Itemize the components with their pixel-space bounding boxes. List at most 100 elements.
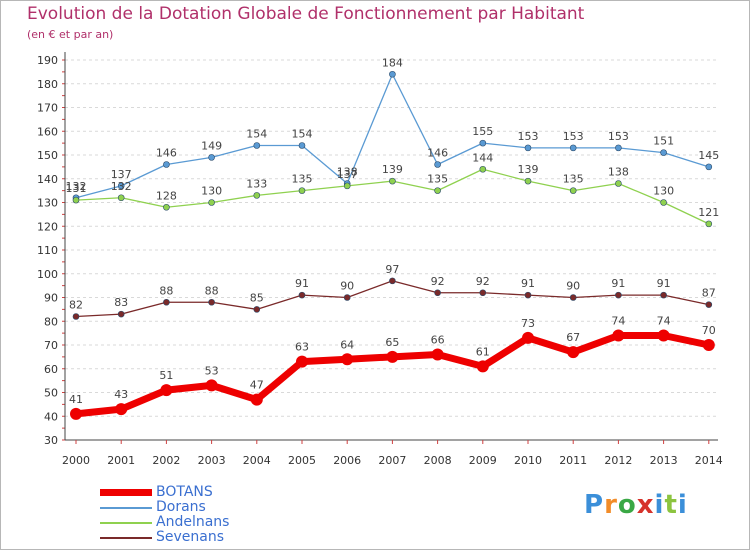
chart-subtitle: (en € et par an) [27,28,114,41]
logo-letter: i [654,490,665,520]
proxiti-logo: Proxiti [584,490,688,520]
data-label: 65 [385,336,399,349]
data-label: 73 [521,317,535,330]
y-tick-label: 40 [44,410,58,423]
data-point [431,348,444,361]
y-tick-label: 110 [37,244,58,257]
x-tick-label: 2004 [243,454,271,467]
y-tick-label: 140 [37,173,58,186]
data-label: 53 [205,364,219,377]
data-point [702,339,715,351]
logo-letter: x [636,490,655,520]
data-label: 145 [698,149,719,162]
data-point [298,291,306,299]
data-point [163,298,170,306]
data-label: 92 [431,275,445,288]
data-point [476,360,489,373]
data-point [117,310,125,318]
data-label: 132 [111,180,132,193]
data-point [705,301,713,308]
y-tick-label: 180 [37,78,58,91]
data-point [163,161,170,168]
data-label: 132 [66,180,87,193]
y-tick-label: 70 [44,339,58,352]
data-label: 63 [295,341,309,354]
data-point [389,277,396,285]
data-label: 97 [385,263,399,276]
data-point [205,379,218,392]
data-label: 130 [201,185,222,198]
data-point [386,350,399,363]
data-label: 91 [295,277,309,290]
data-label: 88 [159,284,173,297]
data-point [389,70,396,78]
data-label: 149 [201,139,222,152]
data-label: 154 [246,128,267,141]
data-point [163,203,170,211]
logo-letter: o [617,490,637,520]
y-tick-label: 100 [37,268,58,281]
data-point [253,142,261,149]
x-tick-label: 2002 [152,454,180,467]
legend-label: BOTANS [156,484,213,500]
data-label: 91 [611,277,625,290]
y-tick-label: 150 [37,149,58,162]
data-point [567,346,580,359]
data-point [208,298,215,306]
data-point [569,187,577,194]
data-point [72,313,80,320]
data-label: 87 [702,287,716,300]
data-point [524,177,532,185]
data-point [117,182,125,190]
data-label: 137 [111,168,132,181]
data-label: 151 [653,135,674,148]
data-label: 146 [427,147,448,160]
data-label: 92 [476,275,490,288]
y-tick-label: 50 [44,387,58,400]
y-tick-label: 90 [44,292,58,305]
data-label: 153 [608,130,629,143]
data-label: 121 [698,206,719,219]
data-label: 137 [337,168,358,181]
data-point [70,407,82,420]
data-point [660,291,667,299]
data-label: 64 [340,338,354,351]
chart-title: Evolution de la Dotation Globale de Fonc… [27,4,585,24]
data-label: 61 [476,345,490,358]
data-label: 138 [608,166,629,179]
data-point [522,331,534,344]
data-label: 88 [205,284,219,297]
y-tick-label: 30 [44,434,58,447]
data-point [705,220,713,228]
data-label: 135 [563,173,584,186]
data-point [479,289,487,297]
data-label: 155 [472,125,493,138]
y-tick-label: 190 [37,54,58,67]
data-label: 74 [611,315,625,328]
data-point [660,199,667,206]
data-label: 131 [66,182,87,195]
x-tick-label: 2008 [424,454,452,467]
data-point [208,154,215,161]
data-point [115,403,128,416]
data-label: 144 [472,151,493,164]
legend-swatch [100,507,152,509]
data-point [524,144,532,152]
data-label: 85 [250,291,264,304]
data-point [705,163,713,171]
x-tick-label: 2012 [604,454,632,467]
data-point [479,139,487,147]
data-label: 139 [518,163,539,176]
data-point [434,289,441,297]
logo-letter: r [604,490,618,520]
data-label: 90 [566,280,580,293]
data-point [569,144,577,152]
x-tick-label: 2010 [514,454,542,467]
legend-label: Andelnans [156,514,230,530]
data-point [615,291,622,299]
data-label: 74 [657,315,671,328]
data-point [612,329,625,342]
y-tick-label: 120 [37,220,58,233]
data-point [434,161,441,168]
x-tick-label: 2006 [333,454,361,467]
